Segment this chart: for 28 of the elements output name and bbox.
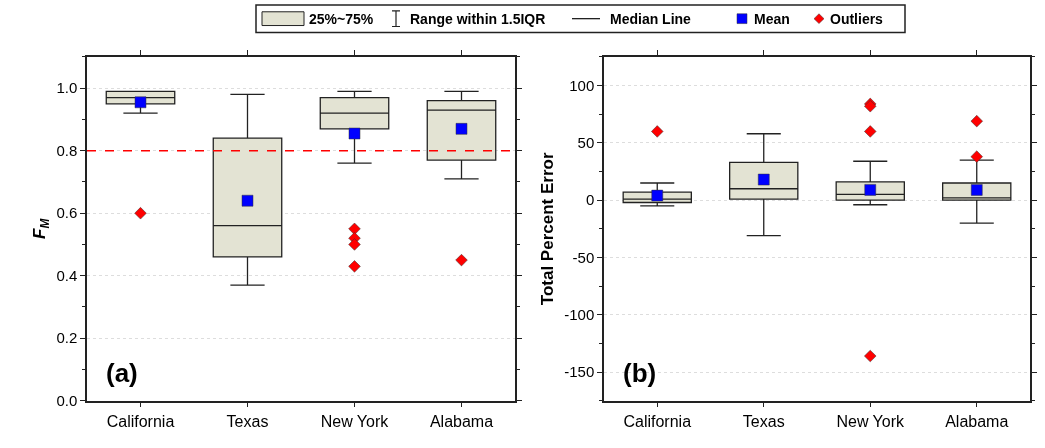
- x-tick-label: Alabama: [945, 412, 1009, 430]
- legend-label: 25%~75%: [309, 11, 374, 27]
- y-axis-title: Total Percent Error: [538, 152, 558, 306]
- y-tick-label: 0: [585, 191, 595, 209]
- y-tick-label: 1.0: [56, 79, 78, 97]
- x-tick-label: Texas: [226, 412, 269, 430]
- annotation: (a): [106, 358, 138, 388]
- x-tick-label: Alabama: [429, 412, 494, 430]
- y-tick-label: 0.0: [56, 391, 78, 409]
- x-tick-label: California: [623, 412, 692, 430]
- legend-label: Outliers: [830, 11, 884, 27]
- y-tick-label: 0.6: [56, 204, 78, 222]
- y-tick-label: 100: [569, 76, 595, 94]
- x-tick-label: Texas: [742, 412, 785, 430]
- legend-label: Mean: [754, 11, 790, 27]
- text: Range within 1.5IQR: [410, 11, 546, 27]
- y-tick-label: 0.2: [56, 329, 78, 347]
- y-tick-label: 0.8: [56, 141, 78, 159]
- y-tick-label: 0.4: [56, 266, 78, 284]
- y-tick-label: 50: [577, 134, 595, 152]
- y-tick-label: -50: [572, 248, 595, 266]
- y-tick-label: -150: [564, 363, 595, 381]
- x-tick-label: New York: [320, 412, 390, 430]
- annotation: (b): [623, 358, 657, 388]
- x-tick-label: New York: [836, 412, 906, 430]
- y-tick-label: -100: [564, 306, 595, 324]
- text: Median Line: [610, 11, 692, 27]
- x-tick-label: California: [106, 412, 175, 430]
